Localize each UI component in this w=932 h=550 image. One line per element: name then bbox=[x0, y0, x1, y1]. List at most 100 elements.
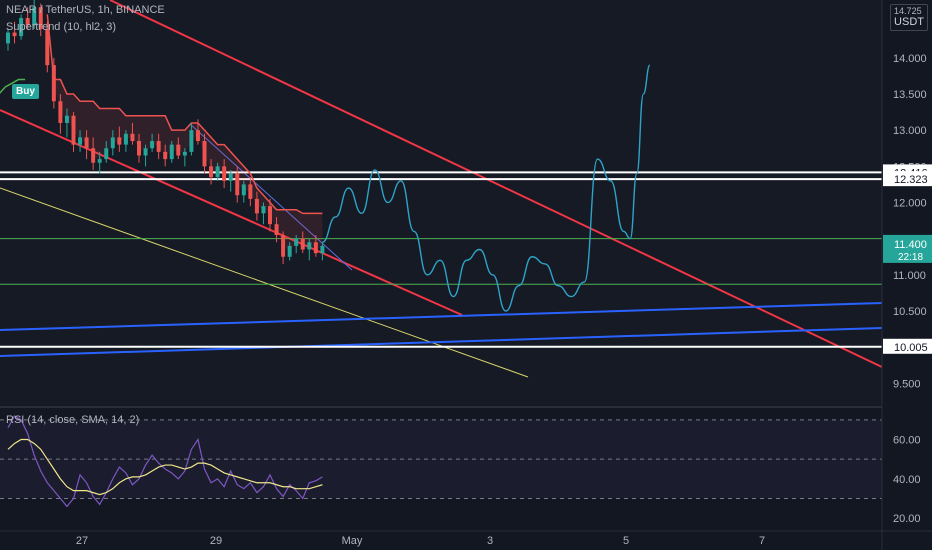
candle bbox=[215, 162, 220, 181]
rsi-legend[interactable]: RSI (14, close, SMA, 14, 2) bbox=[6, 414, 140, 426]
candle-body bbox=[163, 151, 168, 160]
candle-body bbox=[19, 18, 24, 37]
candle bbox=[202, 133, 207, 174]
countdown-text: 22:18 bbox=[898, 252, 923, 263]
candle-body bbox=[209, 166, 214, 178]
candle-body bbox=[97, 159, 102, 163]
buy-signal-badge: Buy bbox=[12, 84, 39, 99]
projection-path bbox=[322, 64, 651, 312]
candle-body bbox=[320, 245, 325, 254]
price-tick-label: 10.500 bbox=[893, 306, 927, 318]
candle bbox=[281, 231, 286, 264]
candle-body bbox=[143, 148, 148, 156]
current-price-text: 11.400 bbox=[894, 239, 927, 251]
candle bbox=[91, 137, 96, 170]
candle-body bbox=[123, 133, 128, 145]
candle bbox=[163, 144, 168, 167]
rsi-tick-label: 20.00 bbox=[893, 513, 921, 525]
price-label-text: 12.323 bbox=[894, 174, 928, 186]
time-axis[interactable]: 27 29 May 3 5 7 bbox=[0, 530, 932, 547]
candle-body bbox=[32, 7, 37, 26]
candle-body bbox=[281, 235, 286, 257]
candle bbox=[64, 108, 69, 138]
candle-body bbox=[51, 65, 56, 102]
candle-body bbox=[71, 115, 76, 145]
candle bbox=[78, 130, 83, 152]
candle-body bbox=[104, 148, 109, 160]
candle-body bbox=[117, 137, 122, 145]
candle-body bbox=[228, 173, 233, 181]
candle bbox=[6, 28, 10, 51]
candle-body bbox=[215, 166, 220, 178]
candle bbox=[38, 3, 43, 37]
horizontal-levels bbox=[0, 171, 882, 348]
candle bbox=[19, 14, 24, 40]
candle-body bbox=[78, 137, 83, 145]
time-tick-label: 3 bbox=[487, 535, 493, 547]
price-tick-label: 14.000 bbox=[893, 53, 927, 65]
candle-body bbox=[6, 32, 10, 44]
candle bbox=[104, 141, 109, 163]
candle bbox=[182, 148, 187, 167]
candle-body bbox=[287, 245, 292, 257]
symbol-legend[interactable]: NEAR / TetherUS, 1h, BINANCE bbox=[6, 4, 165, 16]
candle bbox=[235, 166, 240, 203]
candle-body bbox=[274, 224, 279, 236]
candle bbox=[189, 122, 194, 156]
candle bbox=[287, 242, 292, 261]
candle-body bbox=[241, 184, 246, 196]
upper-channel-line bbox=[109, 0, 883, 368]
price-tick-label: 13.500 bbox=[893, 89, 927, 101]
price-axis[interactable]: 14.00013.50013.00012.50012.00011.50011.0… bbox=[881, 0, 932, 550]
price-label-text: 10.005 bbox=[894, 342, 928, 354]
time-tick-label: 27 bbox=[76, 535, 88, 547]
candle bbox=[45, 21, 50, 73]
candle-body bbox=[202, 141, 207, 167]
price-tick-label: 13.000 bbox=[893, 125, 927, 137]
candle bbox=[169, 141, 174, 163]
candle-body bbox=[25, 18, 30, 26]
candle-body bbox=[313, 242, 318, 254]
candle-body bbox=[12, 32, 17, 37]
price-projection bbox=[322, 64, 651, 312]
current-price-box bbox=[883, 234, 932, 263]
candle-body bbox=[150, 141, 155, 149]
supertrend-fill bbox=[53, 79, 323, 252]
rsi-ma-line bbox=[7, 438, 323, 496]
candle bbox=[313, 235, 318, 257]
candle bbox=[123, 130, 128, 152]
rsi-tick-label: 40.00 bbox=[893, 474, 921, 486]
candle-body bbox=[189, 130, 194, 152]
top-price-tick: 14.725 bbox=[894, 6, 922, 16]
supertrend-up-line bbox=[0, 78, 26, 94]
candle-body bbox=[91, 148, 96, 163]
candle bbox=[176, 137, 181, 160]
candle bbox=[268, 198, 272, 232]
candle bbox=[222, 159, 227, 189]
chart-grid bbox=[0, 406, 882, 500]
candle bbox=[143, 144, 148, 167]
price-label-box bbox=[883, 171, 932, 187]
supertrend-legend[interactable]: Supertrend (10, hl2, 3) bbox=[6, 21, 117, 33]
currency-label: USDT bbox=[894, 16, 924, 29]
price-label-box bbox=[883, 338, 932, 354]
candle bbox=[51, 57, 56, 109]
candle-body bbox=[307, 242, 312, 250]
yellow-trend-line bbox=[0, 187, 529, 378]
trend-lines bbox=[0, 0, 883, 378]
candle bbox=[137, 133, 141, 163]
candle-body bbox=[84, 137, 89, 149]
purple-trend-line bbox=[189, 123, 353, 271]
price-tick-label: 12.000 bbox=[893, 198, 927, 210]
time-tick-label: 7 bbox=[759, 535, 765, 547]
candle bbox=[254, 191, 259, 221]
candle-body bbox=[222, 166, 227, 181]
candle bbox=[209, 159, 214, 185]
candle-body bbox=[261, 206, 266, 214]
candle bbox=[241, 180, 246, 203]
candle-body bbox=[254, 198, 259, 214]
candle bbox=[110, 130, 115, 156]
candle bbox=[117, 126, 122, 152]
candle-body bbox=[300, 238, 305, 250]
